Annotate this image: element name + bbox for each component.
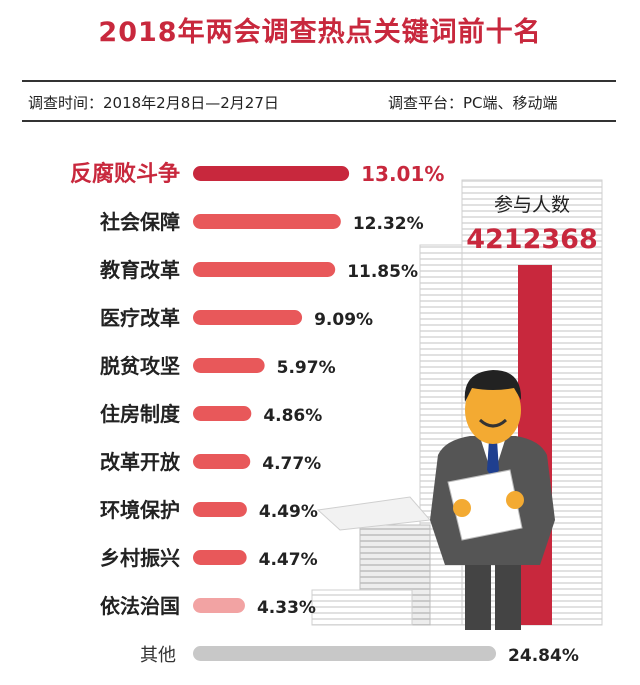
face-icon	[465, 376, 521, 444]
hair-icon	[464, 370, 522, 402]
bar	[193, 310, 303, 325]
bar	[193, 166, 350, 181]
paper-stack-left	[311, 589, 413, 626]
category-label: 脱贫攻坚	[100, 354, 180, 378]
category-label: 其他	[140, 645, 176, 666]
tie-icon	[487, 440, 499, 480]
bar	[193, 262, 336, 277]
bar	[193, 406, 252, 421]
value-label: 4.49%	[259, 502, 318, 522]
divider-top	[22, 80, 616, 82]
value-label: 24.84%	[508, 646, 579, 666]
category-label: 环境保护	[100, 498, 180, 522]
bar	[193, 358, 265, 373]
category-label: 依法治国	[100, 594, 180, 618]
right-leg-icon	[495, 560, 521, 630]
category-label: 乡村振兴	[100, 546, 180, 570]
held-paper-icon	[447, 469, 523, 541]
value-label: 13.01%	[361, 162, 444, 186]
left-hand-icon	[453, 499, 471, 517]
bar	[193, 214, 341, 229]
category-label: 医疗改革	[100, 306, 180, 330]
value-label: 4.86%	[263, 406, 322, 426]
bar	[193, 598, 245, 613]
survey-platform: 调查平台：PC端、移动端	[388, 94, 558, 112]
page-title: 2018年两会调查热点关键词前十名	[98, 17, 542, 48]
value-label: 5.97%	[277, 358, 336, 378]
right-hand-icon	[506, 491, 524, 509]
category-label: 住房制度	[100, 402, 181, 426]
man-holding-paper-icon	[430, 370, 555, 630]
participants-label: 参与人数	[493, 194, 570, 216]
category-label: 反腐败斗争	[70, 161, 180, 187]
bar-series: 反腐败斗争 13.01% 社会保障 12.32% 教育改革 11.85% 医疗改革 9.09%…	[70, 161, 579, 666]
divider-bottom	[22, 120, 616, 122]
left-leg-icon	[465, 560, 491, 630]
bar	[193, 454, 251, 469]
bar	[193, 550, 247, 565]
category-label: 教育改革	[100, 258, 180, 282]
participants-value: 4212368	[466, 224, 598, 255]
survey-period: 调查时间：2018年2月8日—2月27日	[28, 94, 279, 112]
value-label: 11.85%	[347, 262, 418, 282]
value-label: 4.77%	[262, 454, 321, 474]
value-label: 4.47%	[259, 550, 318, 570]
value-label: 4.33%	[257, 598, 316, 618]
bar	[193, 502, 247, 517]
category-label: 改革开放	[100, 450, 181, 474]
smile-icon	[478, 418, 508, 428]
value-label: 9.09%	[314, 310, 373, 330]
bar	[193, 646, 497, 661]
category-label: 社会保障	[99, 210, 180, 234]
value-label: 12.32%	[353, 214, 424, 234]
